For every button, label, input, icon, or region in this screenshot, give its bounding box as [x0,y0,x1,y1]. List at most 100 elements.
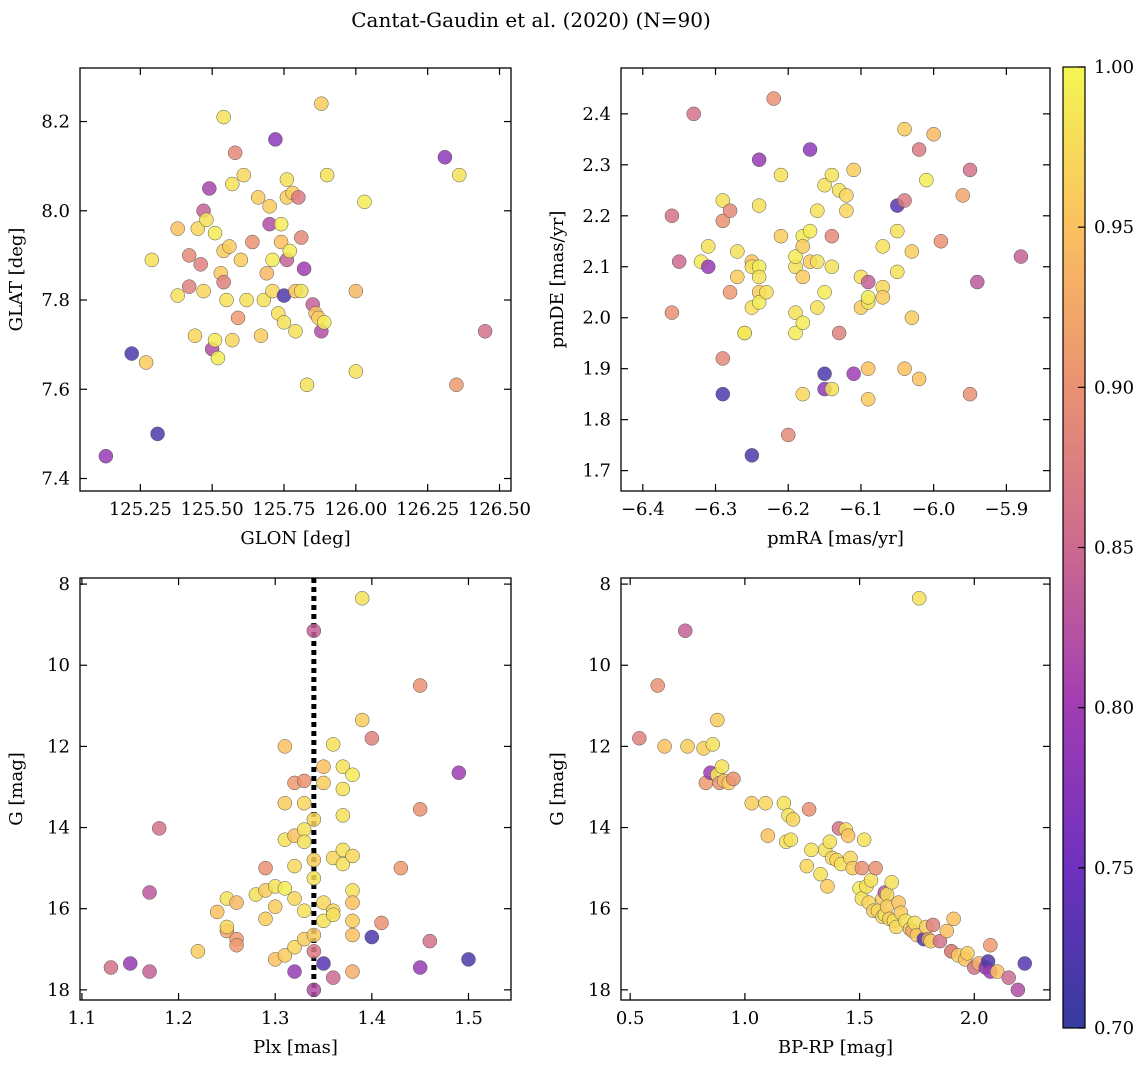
data-point [296,795,312,811]
data-point [216,109,231,125]
data-point [170,288,185,303]
colorbar-tick-label: 0.75 [1094,858,1134,879]
data-point [788,305,803,320]
data-point [225,176,240,192]
data-point [856,832,872,847]
data-point [233,252,249,268]
data-point [477,324,493,339]
data-point [335,856,351,872]
data-point [142,885,157,900]
panel-2: −6.4 −6.3 −6.2 −6.1 −6.0 −5.9 1.7 1.8 1.9 2.0 2.1 2… [547,67,1051,549]
y-tick-label: 10 [47,655,70,676]
data-point [345,913,360,929]
data-point [296,834,312,849]
data-point [306,927,322,943]
data-point [345,767,360,783]
data-point [296,261,312,277]
y-tick-label: 18 [588,980,611,1001]
data-point [287,891,302,906]
data-point [282,243,298,259]
data-point [751,198,767,213]
y-tick-label: 18 [47,980,70,1001]
data-point [911,591,927,606]
y-tick-label: 12 [47,736,70,757]
data-point [840,828,856,843]
x-tick-label: 125.75 [253,499,316,520]
panel-1: 125.25 125.50 125.75 126.00 126.25 126.50 7.4 7… [6,67,531,549]
x-tick-label: −6.4 [621,499,665,520]
data-point [124,346,139,361]
data-point [229,895,244,910]
x-tick-label: 1.0 [731,1008,760,1029]
data-point [795,239,811,254]
y-tick-label: 14 [588,818,611,839]
data-point [860,274,876,290]
data-point [788,249,803,264]
data-point [364,929,380,945]
data-point [296,773,312,789]
data-point [150,426,165,442]
data-point [276,315,292,330]
data-point [170,221,185,236]
data-point [103,960,119,975]
data-point [1013,249,1029,264]
y-tick-label: 7.4 [41,469,70,490]
y-tick-label: 12 [588,736,611,757]
data-point [860,392,876,407]
data-point [932,933,948,949]
y-tick-label: 8 [59,574,70,595]
x-tick-label: 126.00 [324,499,387,520]
data-point [207,225,223,241]
data-point [854,860,870,876]
scatter-points [98,96,493,464]
x-axis-label: pmRA [mas/yr] [767,528,904,549]
data-point [714,759,730,774]
data-point [737,325,752,341]
data-point [780,427,796,443]
data-point [345,964,360,979]
data-point [335,781,351,797]
data-point [1010,982,1026,998]
x-axis-label: Plx [mas] [253,1037,338,1058]
data-point [824,259,840,275]
data-point [306,871,322,886]
data-point [657,739,672,754]
data-point [277,739,293,754]
x-tick-label: 125.50 [181,499,244,520]
data-point [316,775,331,791]
data-point [316,759,331,774]
data-point [316,956,331,971]
data-point [970,274,985,290]
data-point [193,257,208,272]
data-point [259,266,275,281]
data-point [314,96,329,111]
data-point [287,940,302,955]
data-point [357,194,372,210]
data-point [222,239,237,254]
x-tick-label: 1.3 [261,1008,290,1029]
data-point [911,371,927,387]
data-point [422,933,438,949]
data-point [144,252,160,268]
data-point [412,678,428,693]
data-point [291,190,306,205]
data-point [293,283,309,299]
y-tick-label: 7.6 [41,379,70,400]
x-tick-label: −6.1 [839,499,883,520]
data-point [190,221,206,236]
data-point [650,678,665,693]
data-point [202,181,217,196]
data-point [216,274,231,290]
data-point [960,946,975,961]
data-point [296,903,312,918]
y-tick-label: 1.7 [582,461,611,482]
data-point [325,737,341,752]
data-point [715,193,731,208]
y-tick-label: 8 [600,574,611,595]
x-tick-label: 0.5 [616,1008,645,1029]
data-point [236,167,252,183]
axes-frame [620,577,1051,1001]
x-axis-label: GLON [deg] [240,528,350,549]
data-point [219,292,234,308]
data-point [335,808,351,823]
